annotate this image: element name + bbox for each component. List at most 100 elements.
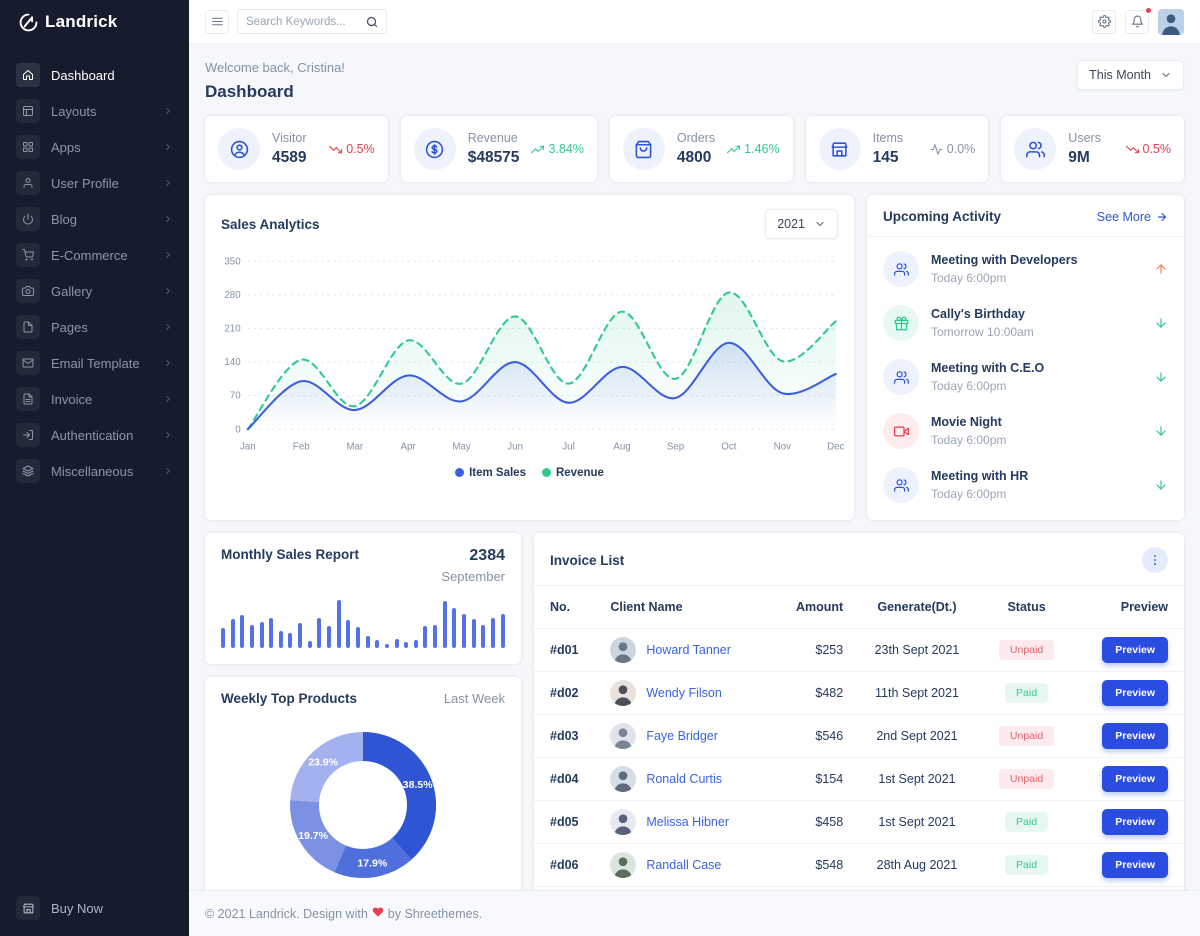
- main-area: Welcome back, Cristina! Dashboard This M…: [189, 0, 1200, 936]
- sales-analytics-title: Sales Analytics: [221, 216, 320, 232]
- sales-bar: [384, 643, 389, 648]
- invoice-amount: $154: [771, 757, 854, 801]
- invoice-id: #d03: [534, 714, 601, 758]
- see-more-label: See More: [1096, 209, 1151, 224]
- sidebar-item-dashboard[interactable]: Dashboard: [0, 58, 189, 92]
- gear-icon[interactable]: [1092, 9, 1116, 34]
- svg-text:19.7%: 19.7%: [298, 830, 328, 842]
- sidebar-item-label: E-Commerce: [51, 247, 128, 263]
- preview-button[interactable]: Preview: [1102, 766, 1168, 792]
- activity-item[interactable]: Cally's Birthday Tomorrow 10:00am: [883, 296, 1168, 350]
- stat-label: Visitor: [272, 131, 307, 145]
- stat-value: 4800: [676, 149, 712, 166]
- activity-time: Today 6:00pm: [931, 271, 1007, 285]
- stat-value: 9M: [1068, 149, 1090, 166]
- users-icon: [1014, 128, 1057, 170]
- sidebar-item-blog[interactable]: Blog: [0, 202, 189, 236]
- activity-item[interactable]: Movie Night Today 6:00pm: [883, 404, 1168, 458]
- invoice-amount: $658: [771, 886, 854, 890]
- stat-value: 145: [872, 149, 899, 166]
- sidebar-item-miscellaneous[interactable]: Miscellaneous: [0, 454, 189, 488]
- sales-bar: [452, 607, 457, 648]
- client-name-link[interactable]: Randall Case: [646, 858, 722, 872]
- preview-button[interactable]: Preview: [1102, 637, 1168, 663]
- legend-item[interactable]: Revenue: [541, 467, 604, 479]
- page-header: Welcome back, Cristina! Dashboard This M…: [205, 60, 1184, 102]
- sales-bar: [481, 624, 486, 648]
- sidebar-item-label: Dashboard: [51, 67, 115, 83]
- client-name-link[interactable]: Howard Tanner: [646, 643, 731, 657]
- status-badge: Unpaid: [998, 769, 1055, 789]
- period-select-value: This Month: [1089, 68, 1151, 82]
- sidebar-item-pages[interactable]: Pages: [0, 310, 189, 344]
- invoice-table: No. Client Name Amount Generate(Dt.) Status P…: [534, 585, 1184, 890]
- user-avatar[interactable]: [1158, 8, 1184, 35]
- sales-bar: [462, 614, 467, 648]
- invoice-amount: $548: [771, 843, 854, 887]
- year-select[interactable]: 2021: [765, 209, 838, 239]
- sidebar-item-e-commerce[interactable]: E-Commerce: [0, 238, 189, 272]
- notification-dot: [1145, 6, 1152, 14]
- legend-item[interactable]: Item Sales: [455, 467, 526, 479]
- sales-bar: [346, 620, 351, 648]
- invoice-col-preview: Preview: [1072, 585, 1184, 629]
- buy-now-button[interactable]: Buy Now: [0, 886, 189, 936]
- chevron-right-icon: [163, 430, 173, 440]
- search-icon[interactable]: [366, 16, 378, 28]
- stat-trend: 0.5%: [1125, 142, 1171, 156]
- sidebar-item-gallery[interactable]: Gallery: [0, 274, 189, 308]
- arrow-up-icon: [1154, 262, 1168, 276]
- logo[interactable]: Landrick: [0, 0, 189, 44]
- activity-list: Meeting with Developers Today 6:00pm Cally…: [867, 237, 1184, 520]
- preview-button[interactable]: Preview: [1102, 723, 1168, 749]
- more-options-icon[interactable]: [1142, 547, 1168, 573]
- footer: © 2021 Landrick. Design with by Shreethe…: [189, 890, 1200, 936]
- activity-time: Tomorrow 10:00am: [931, 325, 1034, 339]
- sidebar-item-layouts[interactable]: Layouts: [0, 94, 189, 128]
- sidebar-item-invoice[interactable]: Invoice: [0, 382, 189, 416]
- sales-bar: [423, 625, 428, 648]
- sidebar-item-authentication[interactable]: Authentication: [0, 418, 189, 452]
- trend-down-icon: [1125, 143, 1139, 156]
- status-badge: Paid: [1005, 683, 1049, 703]
- sidebar-toggle-button[interactable]: [205, 9, 229, 34]
- activity-item[interactable]: Meeting with Developers Today 6:00pm: [883, 242, 1168, 296]
- shop-icon: [16, 896, 40, 920]
- preview-button[interactable]: Preview: [1102, 809, 1168, 835]
- svg-text:Jun: Jun: [507, 442, 523, 453]
- legend-dot: [455, 468, 465, 478]
- search-input[interactable]: [246, 15, 360, 28]
- svg-text:Oct: Oct: [721, 442, 736, 453]
- bell-icon[interactable]: [1125, 9, 1149, 34]
- invoice-table-header: No. Client Name Amount Generate(Dt.) Status P…: [534, 585, 1184, 629]
- client-avatar: [610, 637, 637, 663]
- cart-icon: [16, 243, 40, 267]
- stat-card-users: Users 9M 0.5%: [1001, 116, 1184, 182]
- preview-button[interactable]: Preview: [1102, 852, 1168, 878]
- svg-text:Sep: Sep: [667, 442, 684, 453]
- invoice-col-no: No.: [534, 585, 601, 629]
- activity-item[interactable]: Meeting with HR Today 6:00pm: [883, 458, 1168, 512]
- sales-bar: [355, 627, 360, 648]
- client-name-link[interactable]: Ronald Curtis: [646, 772, 723, 786]
- sidebar-item-apps[interactable]: Apps: [0, 130, 189, 164]
- invoice-id: #d05: [534, 800, 601, 844]
- preview-button[interactable]: Preview: [1102, 680, 1168, 706]
- upcoming-activity-title: Upcoming Activity: [883, 209, 1002, 224]
- svg-text:Dec: Dec: [827, 442, 844, 453]
- layers-icon: [16, 459, 40, 483]
- activity-item[interactable]: Meeting with C.E.O Today 6:00pm: [883, 350, 1168, 404]
- invoice-date: 1st Sept 2021: [853, 800, 981, 844]
- sidebar-item-email-template[interactable]: Email Template: [0, 346, 189, 380]
- client-name-link[interactable]: Melissa Hibner: [646, 815, 729, 829]
- stat-label: Orders: [676, 131, 716, 145]
- activity-title: Movie Night: [931, 415, 1002, 429]
- client-name-link[interactable]: Faye Bridger: [646, 729, 718, 743]
- period-select[interactable]: This Month: [1077, 60, 1184, 90]
- see-more-link[interactable]: See More: [1097, 210, 1168, 224]
- home-icon: [16, 63, 40, 87]
- sidebar-item-user-profile[interactable]: User Profile: [0, 166, 189, 200]
- gift-icon: [883, 305, 919, 341]
- client-name-link[interactable]: Wendy Filson: [646, 686, 722, 700]
